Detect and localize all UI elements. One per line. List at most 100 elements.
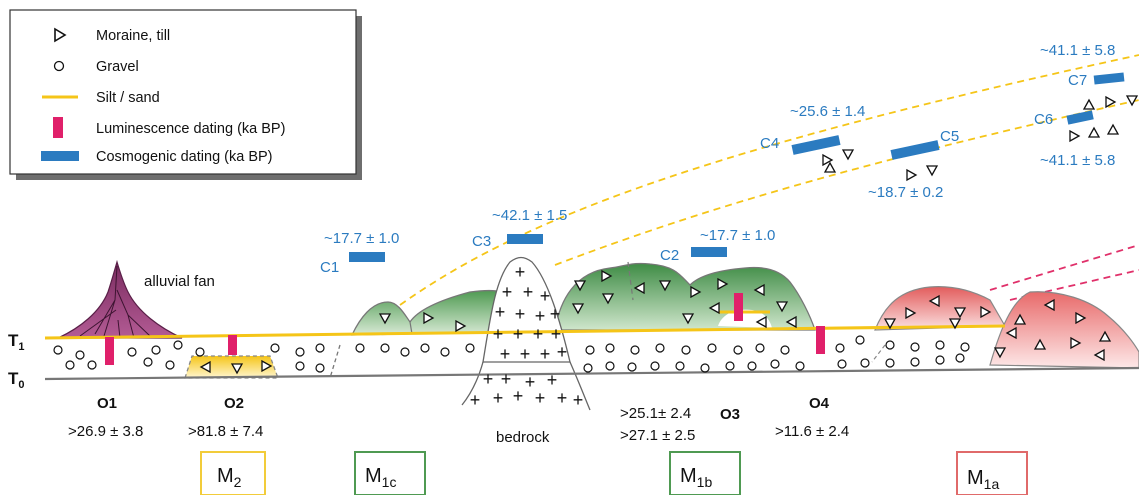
o2-age: >81.8 ± 7.4 [188, 423, 263, 440]
gravel-circle [935, 355, 945, 365]
gravel-circle [315, 343, 325, 353]
till-triangle [753, 283, 765, 297]
gravel-circle [755, 343, 765, 353]
bedrock-cross: + [525, 372, 536, 392]
till-triangle [1125, 95, 1139, 107]
svg-text:M2: M2 [217, 465, 242, 490]
till-triangle [1082, 98, 1096, 110]
till-triangle [928, 294, 940, 308]
c3-id: C3 [472, 233, 491, 250]
cosmogenic-bar-c2 [691, 247, 727, 257]
bedrock-cross: + [493, 324, 504, 344]
c5-age: ~18.7 ± 0.2 [868, 184, 943, 201]
till-triangle [883, 318, 897, 330]
cosmogenic-bar-c6 [1066, 110, 1094, 125]
bedrock [461, 256, 591, 411]
bedrock-cross: + [470, 390, 481, 410]
luminescence-bar-o4 [816, 326, 825, 354]
gravel-circle [681, 345, 691, 355]
alluvial-fan [57, 259, 183, 339]
o3-age-a: >25.1± 2.4 [620, 405, 691, 422]
gravel-circle [780, 345, 790, 355]
projection-lines [399, 54, 1139, 306]
moraine-m1c [350, 289, 506, 336]
till-triangle [601, 269, 613, 283]
o4-id: O4 [809, 395, 830, 412]
gravel-circle [675, 361, 685, 371]
terrace-t0-label: T0 [8, 369, 25, 391]
gravel-circle [400, 347, 410, 357]
gravel-circle [935, 340, 945, 350]
bedrock-cross: + [535, 306, 546, 326]
cosmogenic-bar-c4 [791, 135, 841, 155]
luminescence-bar-o3 [734, 293, 743, 321]
till-triangle [925, 165, 939, 177]
till-triangle [1106, 123, 1120, 135]
till-triangle [571, 303, 585, 315]
bedrock-cross: + [550, 304, 561, 324]
gravel-circle [295, 347, 305, 357]
gravel-circle [355, 343, 365, 353]
gravel-circle [770, 359, 780, 369]
o1-age: >26.9 ± 3.8 [68, 423, 143, 440]
gravel-circle [295, 361, 305, 371]
gravel-circle [855, 335, 865, 345]
c7-age: ~41.1 ± 5.8 [1040, 42, 1115, 59]
bedrock-cross: + [557, 342, 568, 362]
c6-age: ~41.1 ± 5.8 [1040, 152, 1115, 169]
o3-age-b: >27.1 ± 2.5 [620, 427, 695, 444]
gravel-circle [583, 363, 593, 373]
o3-id: O3 [720, 406, 740, 423]
gravel-circle [151, 345, 161, 355]
gravel-circle [700, 363, 710, 373]
gravel-circle [127, 347, 137, 357]
gravel-circle [707, 343, 717, 353]
c6-id: C6 [1034, 111, 1053, 128]
unit-box-m1b: M1b [669, 451, 741, 496]
legend-label-gravel: Gravel [96, 59, 139, 75]
alluvial-fan-label: alluvial fan [144, 273, 215, 290]
bedrock-cross: + [502, 282, 513, 302]
unit-box-m1c: M1c [354, 451, 426, 496]
till-triangle [1043, 298, 1055, 312]
gravel-circle [605, 361, 615, 371]
gravel-circle [627, 362, 637, 372]
till-triangle [823, 161, 837, 173]
gravel-circle [440, 347, 450, 357]
luminescence-bar-o1 [105, 337, 114, 365]
gravel-circle [910, 342, 920, 352]
gravel-circle [605, 343, 615, 353]
gravel-circle [630, 345, 640, 355]
bedrock-cross: + [535, 388, 546, 408]
gravel-circle [885, 358, 895, 368]
gravel-circle [725, 361, 735, 371]
gravel-circle [835, 343, 845, 353]
bedrock-cross: + [540, 344, 551, 364]
gravel-circle [143, 357, 153, 367]
bedrock-cross: + [523, 282, 534, 302]
circle-icon [53, 60, 65, 72]
t1-silt-line [44, 324, 1006, 340]
till-triangle [455, 319, 467, 333]
gravel-circle [270, 343, 280, 353]
bedrock-cross: + [520, 344, 531, 364]
till-triangle [378, 313, 392, 325]
gravel-circle [650, 361, 660, 371]
blue-bar-icon [41, 151, 79, 161]
cosmogenic-bar-c7 [1093, 72, 1125, 85]
till-triangle [1005, 326, 1017, 340]
gravel-circle [885, 340, 895, 350]
bedrock-cross: + [551, 324, 562, 344]
till-triangle [1070, 336, 1082, 350]
till-triangle [841, 149, 855, 161]
till-triangle [980, 305, 992, 319]
legend-label-cosmogenic: Cosmogenic dating (ka BP) [96, 149, 273, 165]
c2-id: C2 [660, 247, 679, 264]
o2-id: O2 [224, 395, 244, 412]
till-triangle [717, 277, 729, 291]
till-triangle [953, 307, 967, 319]
gravel-circle [53, 345, 63, 355]
c4-age: ~25.6 ± 1.4 [790, 103, 865, 120]
svg-text:M1b: M1b [680, 465, 712, 490]
